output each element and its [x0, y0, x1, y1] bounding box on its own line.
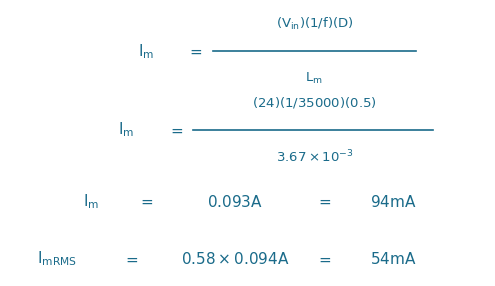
Text: $\mathrm{L_m}$: $\mathrm{L_m}$ — [305, 71, 323, 86]
Text: $=$: $=$ — [138, 194, 154, 209]
Text: $\mathrm{0.58 \times 0.094A}$: $\mathrm{0.58 \times 0.094A}$ — [181, 251, 290, 267]
Text: $=$: $=$ — [123, 251, 139, 266]
Text: $=$: $=$ — [188, 44, 203, 59]
Text: $=$: $=$ — [316, 251, 332, 266]
Text: $\mathrm{I_{mRMS}}$: $\mathrm{I_{mRMS}}$ — [37, 249, 77, 268]
Text: $\mathrm{3.67 \times 10^{-3}}$: $\mathrm{3.67 \times 10^{-3}}$ — [276, 149, 353, 166]
Text: $\mathrm{(V_{in})(1/f)(D)}$: $\mathrm{(V_{in})(1/f)(D)}$ — [276, 16, 353, 32]
Text: $\mathrm{I_m}$: $\mathrm{I_m}$ — [118, 121, 134, 140]
Text: $\mathrm{I_m}$: $\mathrm{I_m}$ — [84, 192, 99, 211]
Text: $\mathrm{0.093A}$: $\mathrm{0.093A}$ — [207, 194, 263, 210]
Text: $\mathrm{94mA}$: $\mathrm{94mA}$ — [370, 194, 417, 210]
Text: $=$: $=$ — [316, 194, 332, 209]
Text: $\mathrm{I_m}$: $\mathrm{I_m}$ — [138, 42, 154, 61]
Text: $\mathrm{(24)(1/35000)(0.5)}$: $\mathrm{(24)(1/35000)(0.5)}$ — [252, 96, 377, 110]
Text: $=$: $=$ — [168, 123, 184, 138]
Text: $\mathrm{54mA}$: $\mathrm{54mA}$ — [370, 251, 417, 267]
